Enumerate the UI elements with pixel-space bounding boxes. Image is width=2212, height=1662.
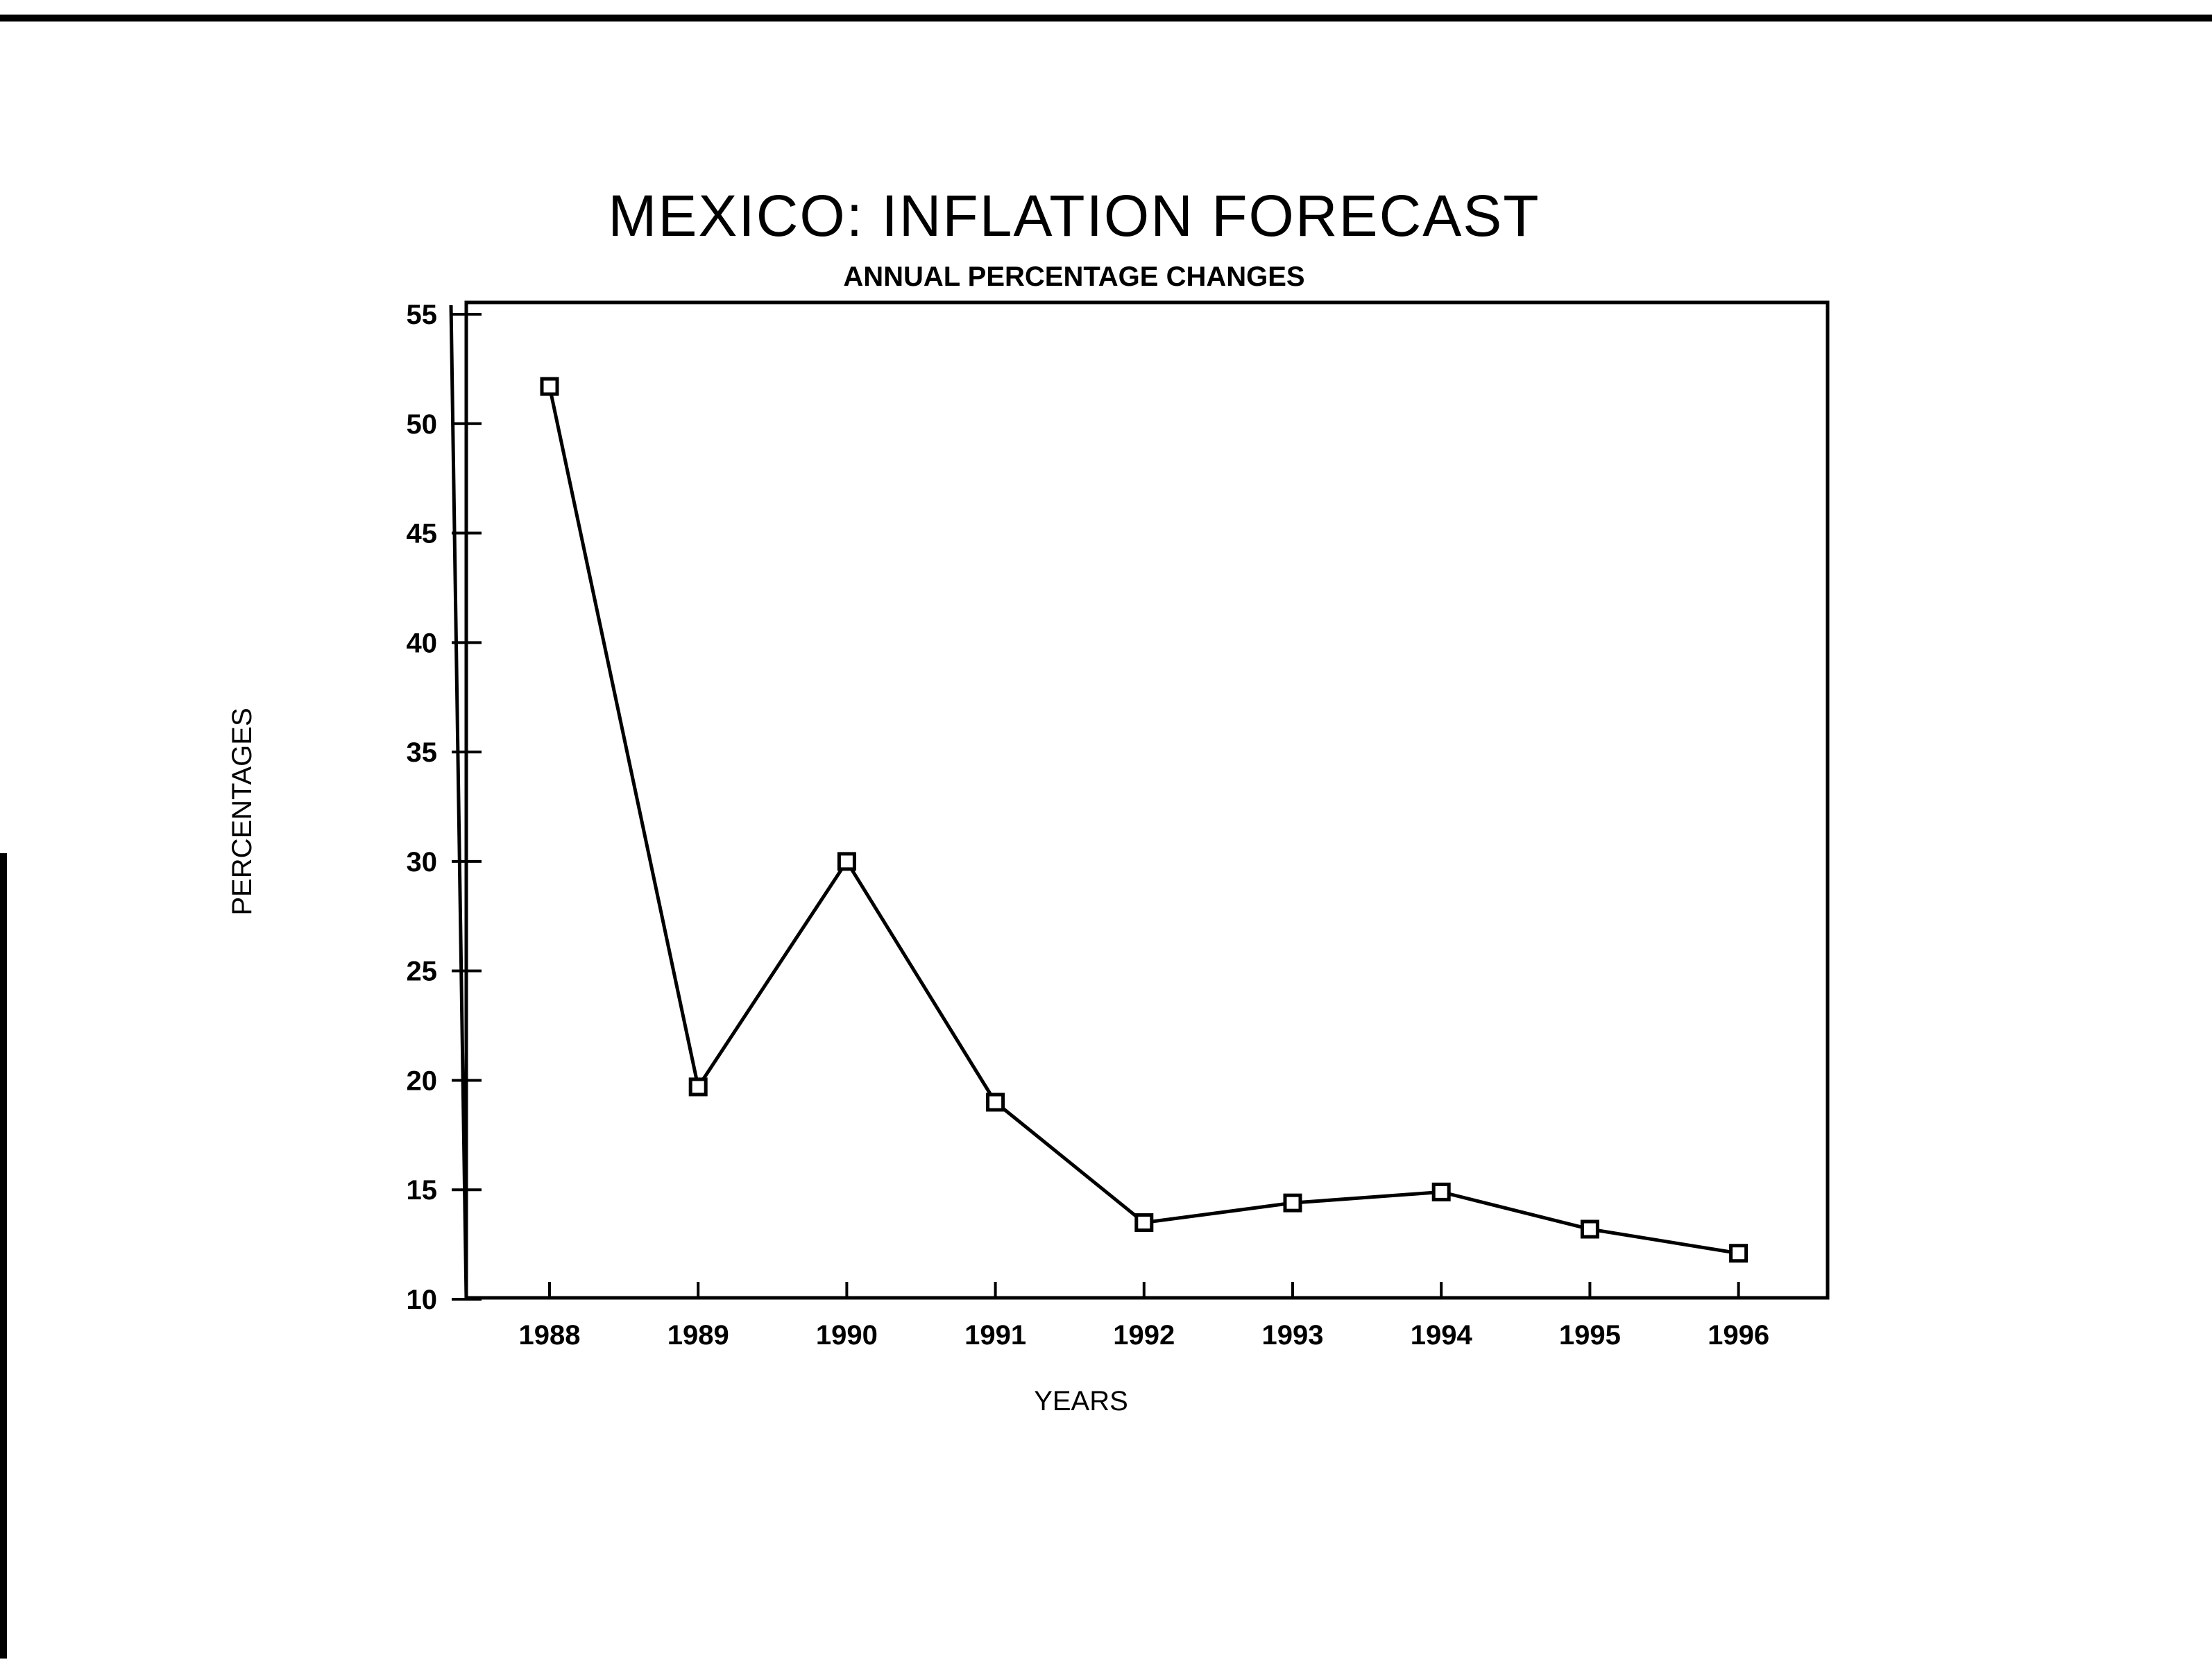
x-tick-label: 1988 (519, 1320, 581, 1351)
plot-frame (464, 300, 1830, 1300)
y-tick-label: 50 (407, 409, 438, 440)
x-tick-label: 1990 (816, 1320, 878, 1351)
data-point-marker (688, 1077, 708, 1097)
x-tick-label: 1991 (964, 1320, 1026, 1351)
data-point-marker (1729, 1244, 1749, 1263)
x-axis-label: YEARS (1034, 1386, 1128, 1416)
data-point-marker (1283, 1193, 1302, 1213)
series-line (547, 386, 1739, 1256)
y-tick-label: 45 (407, 519, 438, 549)
x-tick-label: 1992 (1113, 1320, 1175, 1351)
y-tick-label: 40 (407, 628, 438, 658)
x-tick-label: 1995 (1559, 1320, 1621, 1351)
y-axis-line (449, 305, 468, 1300)
x-axis-ticks: 1988 1989 1990 1991 1992 1993 1994 1995 1996 (519, 1282, 1769, 1351)
data-point-marker (837, 852, 856, 871)
data-point-marker (540, 377, 559, 396)
data-point-marker (1134, 1213, 1154, 1233)
x-tick-label: 1989 (667, 1320, 729, 1351)
y-axis-label: PERCENTAGES (227, 708, 257, 915)
y-axis-ticks: 55 50 45 40 35 30 25 20 15 10 (407, 300, 482, 1315)
x-tick-label: 1994 (1411, 1320, 1473, 1351)
series-layer (540, 377, 1749, 1263)
y-tick-label: 30 (407, 847, 438, 877)
y-tick-label: 55 (407, 300, 438, 330)
y-tick-label: 35 (407, 737, 438, 768)
chart-subtitle: ANNUAL PERCENTAGE CHANGES (843, 262, 1304, 292)
chart-title: MEXICO: INFLATION FORECAST (608, 183, 1540, 248)
x-tick-label: 1996 (1708, 1320, 1769, 1351)
y-tick-label: 25 (407, 957, 438, 987)
data-point-marker (1431, 1182, 1451, 1201)
data-point-marker (1580, 1219, 1599, 1239)
y-tick-label: 20 (407, 1065, 438, 1096)
x-tick-label: 1993 (1262, 1320, 1324, 1351)
y-tick-label: 15 (407, 1175, 438, 1206)
y-tick-label: 10 (407, 1285, 438, 1315)
data-point-marker (986, 1093, 1005, 1112)
